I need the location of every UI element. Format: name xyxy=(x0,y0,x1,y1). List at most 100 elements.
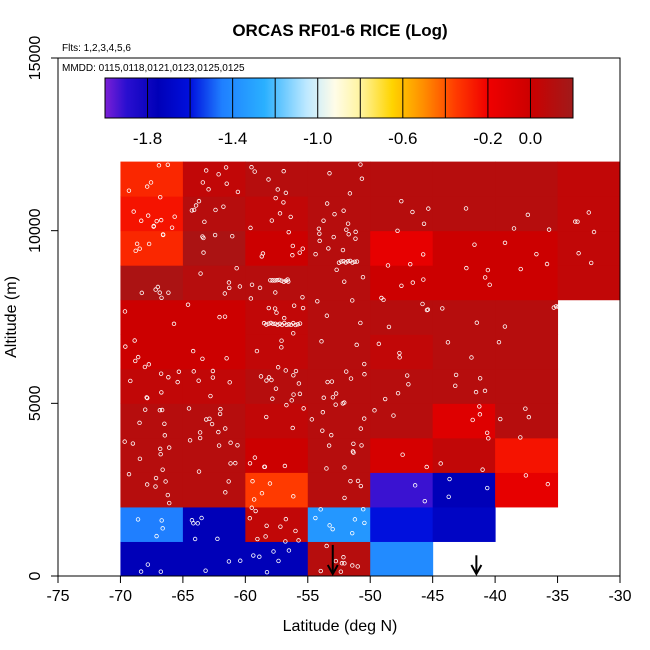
sample-point-257 xyxy=(333,391,339,396)
sample-point-231 xyxy=(320,410,326,415)
sample-point-204 xyxy=(263,534,268,539)
sample-point-236 xyxy=(350,530,355,536)
sample-point-230 xyxy=(321,395,326,400)
sample-point-152 xyxy=(275,365,281,370)
sample-point-84 xyxy=(196,378,201,383)
sample-point-251 xyxy=(329,432,334,438)
sample-point-73 xyxy=(237,284,243,289)
heatmap-cell-74 xyxy=(432,196,496,232)
colorbar-tick-label: -0.6 xyxy=(388,129,417,148)
heatmap-cell-38 xyxy=(495,368,559,404)
y-axis: 0 5000 10000 15000 xyxy=(27,36,58,580)
sample-point-358 xyxy=(498,416,503,422)
sample-point-196 xyxy=(270,396,275,401)
sample-point-171 xyxy=(297,391,303,397)
sample-point-97 xyxy=(191,369,196,374)
sample-point-27 xyxy=(142,407,148,412)
sample-point-170 xyxy=(271,549,276,554)
sample-point-169 xyxy=(301,406,306,411)
sample-point-291 xyxy=(372,408,377,413)
heatmap-cell-6 xyxy=(182,506,246,542)
sample-point-240 xyxy=(353,236,358,241)
sample-point-51 xyxy=(126,188,132,193)
sample-point-3 xyxy=(131,209,136,214)
heatmap-cell-51 xyxy=(432,299,496,335)
sample-point-181 xyxy=(283,539,288,544)
heatmap-cell-21 xyxy=(307,437,371,473)
sample-point-288 xyxy=(327,523,332,528)
sample-point-50 xyxy=(153,287,158,292)
sample-point-36 xyxy=(155,284,161,290)
sample-point-63 xyxy=(157,290,162,295)
sample-point-8 xyxy=(133,248,138,254)
heatmap-cell-27 xyxy=(245,403,309,439)
sample-point-53 xyxy=(146,241,152,247)
sample-point-156 xyxy=(293,368,299,374)
sample-point-287 xyxy=(360,274,366,280)
x-tick-label: -30 xyxy=(608,588,631,605)
sample-point-228 xyxy=(358,483,364,489)
sample-point-37 xyxy=(123,344,128,349)
heatmap-cell-29 xyxy=(370,403,434,439)
sample-point-387 xyxy=(345,259,351,264)
sample-point-390 xyxy=(352,259,357,265)
sample-point-102 xyxy=(216,443,222,448)
sample-point-354 xyxy=(511,226,517,231)
sample-point-306 xyxy=(406,382,411,387)
heatmap-cell-42 xyxy=(307,334,371,370)
colorbar-tick-label: -0.2 xyxy=(473,129,502,148)
sample-point-142 xyxy=(264,523,269,528)
sample-point-404 xyxy=(270,278,275,283)
sample-point-383 xyxy=(336,260,342,265)
sample-point-216 xyxy=(362,372,367,377)
arrows xyxy=(326,544,483,577)
colorbar-frame xyxy=(104,77,574,119)
sample-point-177 xyxy=(269,218,275,223)
sample-point-2 xyxy=(159,295,164,300)
sample-point-155 xyxy=(249,505,254,510)
sample-point-29 xyxy=(145,562,151,567)
heatmap-cell-40 xyxy=(182,334,246,370)
heatmap-cell-67 xyxy=(495,230,559,266)
sample-point-382 xyxy=(297,321,303,326)
sample-point-219 xyxy=(359,176,365,181)
x-axis: -75 -70 -65 -60 -55 -50 -45 -40 -35 -30 xyxy=(46,576,632,605)
sample-point-85 xyxy=(235,443,240,448)
sample-point-364 xyxy=(576,251,581,256)
heatmap-cell-71 xyxy=(245,196,309,232)
sample-point-347 xyxy=(525,212,531,218)
sample-point-255 xyxy=(332,211,337,217)
sample-point-139 xyxy=(278,524,283,529)
sample-point-121 xyxy=(224,181,229,186)
heatmap-cell-66 xyxy=(432,230,496,266)
sample-point-326 xyxy=(453,383,458,389)
sample-point-76 xyxy=(210,375,216,380)
sample-point-66 xyxy=(159,518,164,523)
colorbar-tick-label: -1.4 xyxy=(218,129,247,148)
sample-point-324 xyxy=(485,267,491,273)
heatmap-cell-48 xyxy=(245,299,309,335)
sample-point-187 xyxy=(249,282,255,288)
sample-point-94 xyxy=(222,291,228,296)
heatmap-cell-5 xyxy=(120,506,184,542)
sample-point-329 xyxy=(484,430,490,436)
dates-note: MMDD: 0115,0118,0121,0123,0125,0125 xyxy=(62,63,245,74)
sample-point-405 xyxy=(272,278,278,283)
sample-point-126 xyxy=(202,219,207,225)
sample-point-83 xyxy=(223,426,228,431)
sample-point-309 xyxy=(400,452,405,457)
sample-point-289 xyxy=(346,232,351,237)
sample-point-247 xyxy=(340,247,346,253)
sample-point-41 xyxy=(133,358,138,364)
sample-point-1 xyxy=(156,163,162,168)
sample-point-295 xyxy=(397,355,402,360)
sample-point-132 xyxy=(197,430,203,435)
sample-point-395 xyxy=(558,303,563,309)
sample-point-165 xyxy=(283,368,288,373)
sample-point-278 xyxy=(351,450,356,455)
sample-point-190 xyxy=(257,285,263,291)
sample-point-371 xyxy=(273,321,278,326)
sample-point-33 xyxy=(144,482,150,487)
sample-point-224 xyxy=(324,543,329,549)
sample-point-263 xyxy=(326,443,332,448)
